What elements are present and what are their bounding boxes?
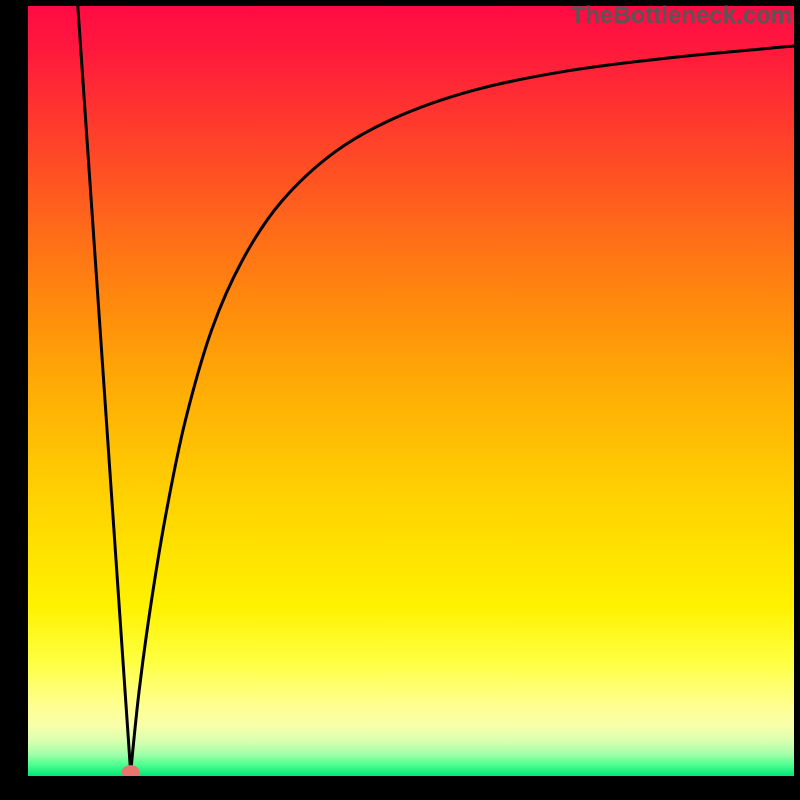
watermark-text: TheBottleneck.com	[571, 2, 792, 30]
chart-container: TheBottleneck.com	[0, 0, 800, 800]
plot-area	[28, 6, 794, 776]
gradient-background	[28, 6, 794, 776]
